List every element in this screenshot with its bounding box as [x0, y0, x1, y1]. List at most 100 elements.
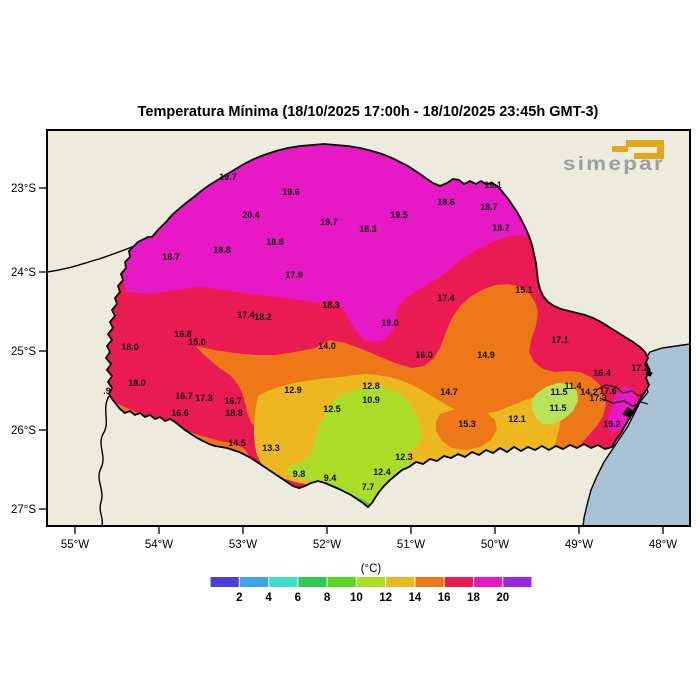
colorbar-segment — [386, 577, 415, 587]
temp-label: 18.3 — [322, 300, 340, 310]
temp-label: 14.2 — [580, 387, 598, 397]
simepar-logo: simepar — [563, 140, 665, 175]
colorbar-tick-label: 20 — [496, 592, 509, 604]
simepar-logo-icon — [612, 140, 664, 159]
temp-label: 14.5 — [228, 438, 246, 448]
lat-tick-label: 27°S — [11, 504, 36, 516]
lat-tick-label: 24°S — [11, 267, 36, 279]
temp-label: 11.4 — [564, 381, 581, 391]
temp-label: 12.1 — [508, 414, 526, 424]
lon-tick-label: 48°W — [649, 539, 677, 551]
colorbar-tick-label: 10 — [350, 592, 363, 604]
lon-tick-label: 49°W — [565, 539, 593, 551]
temp-label: 17.4 — [237, 310, 255, 320]
temp-label: 18.7 — [162, 252, 180, 262]
temp-label: 7.7 — [362, 482, 375, 492]
temp-label: 18.7 — [492, 223, 510, 233]
colorbar-tick-label: 16 — [438, 592, 451, 604]
lat-tick-label: 23°S — [11, 183, 36, 195]
temp-label: 17.2 — [631, 363, 649, 373]
colorbar-tick-label: 18 — [467, 592, 480, 604]
colorbar-segment — [327, 577, 356, 587]
bay-detail — [595, 370, 653, 418]
temp-label: 15.1 — [515, 285, 533, 295]
colorbar-tick-label: 12 — [379, 592, 392, 604]
border-line-southwest — [98, 395, 110, 527]
temp-label: 12.3 — [395, 452, 413, 462]
temp-label: 11.5 — [550, 387, 567, 397]
temp-label: 19.6 — [282, 187, 300, 197]
lat-tick-label: 25°S — [11, 346, 36, 358]
temp-label: 19.1 — [484, 180, 502, 190]
map-title: Temperatura Mínima (18/10/2025 17:00h - … — [138, 104, 599, 120]
temp-label: 17.3 — [589, 393, 607, 403]
temp-label: 18.8 — [213, 245, 231, 255]
lat-tick-label: 26°S — [11, 425, 36, 437]
temp-label: 13.3 — [262, 443, 280, 453]
colorbar-segment — [298, 577, 327, 587]
temp-label: 15.3 — [458, 419, 476, 429]
lon-tick-label: 51°W — [397, 539, 425, 551]
temp-label: 16.8 — [174, 329, 192, 339]
colorbar: (°C) 2 4 6 8 10 12 14 16 18 20 — [210, 563, 532, 604]
lon-tick-label: 55°W — [61, 539, 89, 551]
temp-label: 10.9 — [362, 395, 380, 405]
temp-label: 14.0 — [318, 341, 336, 351]
patch-light-green-east — [532, 383, 578, 424]
temp-label: 18.0 — [128, 378, 146, 388]
temp-label: 18.7 — [480, 202, 498, 212]
temp-label: 14.9 — [477, 350, 495, 360]
temp-label: 9.4 — [324, 473, 337, 483]
temp-label: 18.8 — [266, 237, 284, 247]
temp-label: 18.8 — [225, 408, 243, 418]
temp-label: 16.4 — [593, 368, 611, 378]
temp-label: 11.5 — [549, 403, 566, 413]
temp-label: 16.0 — [415, 350, 433, 360]
temp-label: 19.0 — [381, 318, 399, 328]
lon-tick-label: 54°W — [145, 539, 173, 551]
temp-label: 19.2 — [603, 419, 621, 429]
colorbar-tick-label: 2 — [236, 592, 242, 604]
temp-label: 20.4 — [242, 210, 260, 220]
patch-orange-south-15-3 — [436, 408, 497, 450]
temp-label: 19.7 — [320, 217, 338, 227]
temp-label: 18.6 — [437, 197, 455, 207]
colorbar-tick-label: 6 — [295, 592, 301, 604]
temp-label: 12.4 — [373, 467, 391, 477]
lon-tick-label: 50°W — [481, 539, 509, 551]
colorbar-tick-label: 4 — [265, 592, 272, 604]
temp-label: 16.7 — [175, 391, 193, 401]
temp-label: 12.5 — [323, 404, 341, 414]
colorbar-segment — [356, 577, 386, 587]
map-frame — [46, 129, 691, 527]
temp-label: .9 — [103, 386, 111, 396]
temp-label: 18.2 — [254, 312, 272, 322]
lon-tick-label: 52°W — [313, 539, 341, 551]
lon-tick-label: 53°W — [229, 539, 257, 551]
temp-label: 18.0 — [121, 342, 139, 352]
temp-label: 15.0 — [188, 337, 206, 347]
colorbar-segment — [239, 577, 269, 587]
temp-label: 17.4 — [437, 293, 455, 303]
colorbar-tick-label: 8 — [324, 592, 331, 604]
state-outline — [104, 143, 651, 509]
colorbar-segment — [415, 577, 444, 587]
temp-label: 17.3 — [195, 393, 213, 403]
colorbar-segment — [269, 577, 298, 587]
temp-label: 12.9 — [284, 385, 302, 395]
temp-label: 12.8 — [362, 381, 380, 391]
colorbar-segment — [473, 577, 503, 587]
temp-label: 14.7 — [440, 387, 458, 397]
temp-label: 9.8 — [293, 469, 306, 479]
temperature-labels: 19.7 19.6 20.4 19.7 18.3 19.5 18.6 19.1 18.7 18.7… — [103, 172, 649, 492]
colorbar-segment — [444, 577, 473, 587]
temp-label: 17.6 — [599, 386, 617, 396]
temp-label: 17.9 — [285, 270, 303, 280]
colorbar-unit-label: (°C) — [361, 563, 382, 575]
temp-label: 16.7 — [224, 396, 242, 406]
axis-layer: 23°S 24°S 25°S 26°S 27°S 55°W 54°W 53°W 52°W 51°W… — [11, 183, 677, 551]
simepar-logo-text: simepar — [563, 154, 665, 175]
temp-label: 18.3 — [359, 224, 377, 234]
